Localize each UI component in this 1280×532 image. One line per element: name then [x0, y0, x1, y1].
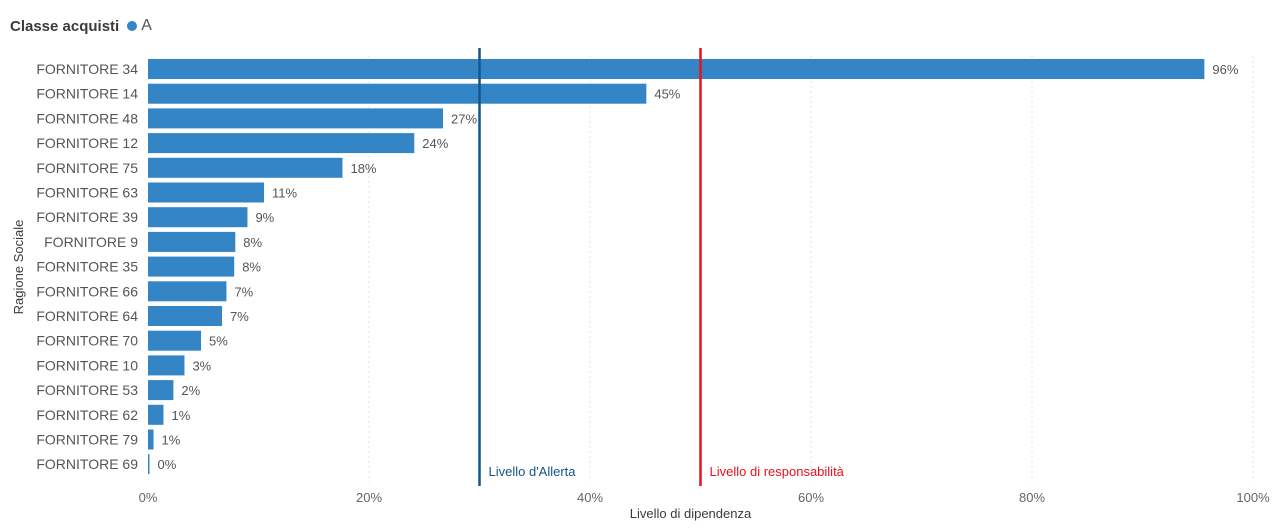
- bar[interactable]: [148, 256, 235, 277]
- bar[interactable]: [148, 404, 164, 425]
- legend-marker[interactable]: [127, 21, 138, 31]
- data-label: 45%: [654, 87, 680, 102]
- x-tick-label: 20%: [356, 490, 382, 505]
- bar[interactable]: [148, 83, 647, 104]
- category-label: FORNITORE 70: [36, 333, 138, 349]
- category-label: FORNITORE 66: [36, 283, 138, 299]
- bar[interactable]: [148, 281, 227, 302]
- data-label: 7%: [234, 284, 253, 299]
- x-tick-label: 0%: [139, 490, 158, 505]
- bar[interactable]: [148, 380, 174, 401]
- category-label: FORNITORE 62: [36, 407, 138, 423]
- category-label: FORNITORE 12: [36, 135, 138, 151]
- bar[interactable]: [148, 108, 444, 129]
- category-label: FORNITORE 10: [36, 357, 138, 373]
- y-axis-title: Ragione Sociale: [11, 220, 26, 315]
- category-label: FORNITORE 69: [36, 456, 138, 472]
- category-label: FORNITORE 53: [36, 382, 138, 398]
- x-tick-label: 40%: [577, 490, 603, 505]
- legend: Classe acquisti A: [10, 14, 152, 38]
- bar[interactable]: [148, 429, 154, 450]
- data-label: 7%: [230, 309, 249, 324]
- bar[interactable]: [148, 355, 185, 376]
- bar[interactable]: [148, 306, 223, 326]
- x-tick-label: 60%: [798, 490, 824, 505]
- data-label: 24%: [422, 136, 448, 151]
- category-label: FORNITORE 48: [36, 110, 138, 126]
- bar[interactable]: [148, 330, 202, 351]
- category-label: FORNITORE 9: [44, 234, 138, 250]
- bar[interactable]: [148, 59, 1205, 79]
- x-axis-title: Livello di dipendenza: [630, 506, 752, 521]
- category-label: FORNITORE 64: [36, 308, 138, 324]
- bar[interactable]: [148, 207, 248, 228]
- reference-line-label: Livello di responsabilità: [710, 464, 845, 479]
- bar[interactable]: [148, 182, 265, 203]
- category-label: FORNITORE 34: [36, 61, 138, 77]
- category-label: FORNITORE 79: [36, 432, 138, 448]
- data-label: 1%: [162, 433, 181, 448]
- x-tick-label: 100%: [1236, 490, 1270, 505]
- x-tick-label: 80%: [1019, 490, 1045, 505]
- data-label: 1%: [171, 408, 190, 423]
- data-label: 96%: [1212, 62, 1238, 77]
- legend-title: Classe acquisti: [10, 17, 120, 35]
- legend-series-label[interactable]: A: [141, 17, 152, 34]
- category-label: FORNITORE 39: [36, 209, 138, 225]
- data-label: 9%: [255, 210, 274, 225]
- bar[interactable]: [148, 133, 415, 154]
- data-label: 5%: [209, 334, 228, 349]
- data-label: 8%: [242, 260, 261, 275]
- bar[interactable]: [148, 231, 236, 252]
- category-label: FORNITORE 14: [36, 86, 138, 102]
- bar[interactable]: [148, 454, 150, 475]
- data-label: 8%: [243, 235, 262, 250]
- data-label: 11%: [272, 186, 297, 201]
- category-label: FORNITORE 35: [36, 259, 138, 275]
- data-label: 18%: [350, 161, 376, 176]
- reference-line-label: Livello d'Allerta: [489, 464, 577, 479]
- data-label: 3%: [192, 358, 211, 373]
- category-label: FORNITORE 63: [36, 185, 138, 201]
- data-label: 2%: [181, 383, 200, 398]
- bar[interactable]: [148, 157, 343, 178]
- data-label: 27%: [451, 111, 477, 126]
- data-label: 0%: [158, 457, 177, 472]
- category-label: FORNITORE 75: [36, 160, 138, 176]
